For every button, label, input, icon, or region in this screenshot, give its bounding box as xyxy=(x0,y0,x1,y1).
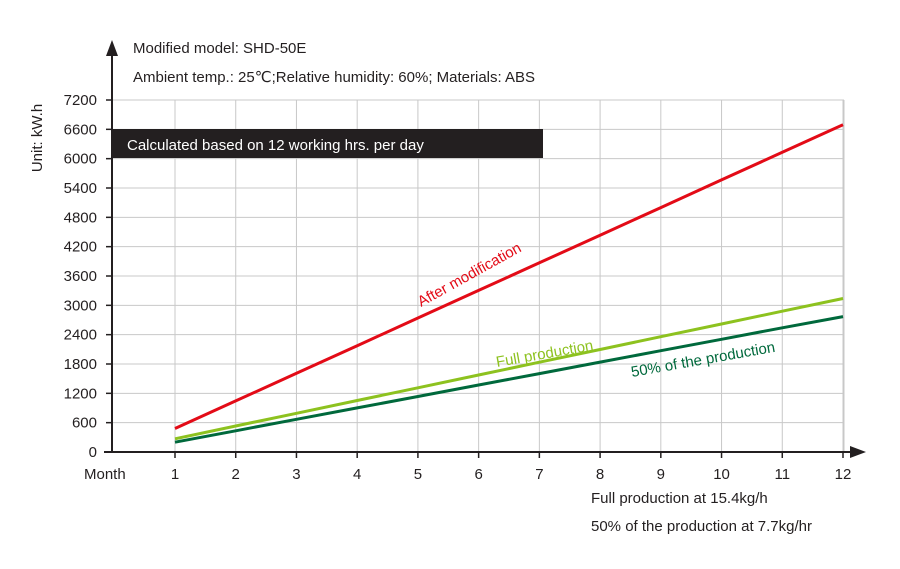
x-tick-label: 8 xyxy=(596,466,604,483)
series-line-after-modification xyxy=(174,123,844,430)
x-tick-label: 1 xyxy=(171,466,179,483)
y-tick-label: 1800 xyxy=(64,356,97,373)
y-tick-label: 3000 xyxy=(64,297,97,314)
y-tick-label: 2400 xyxy=(64,327,97,344)
x-tick-labels: 1 2 3 4 5 6 7 8 9 10 11 12 xyxy=(171,466,852,483)
x-tick-label: 2 xyxy=(232,466,240,483)
x-axis-arrow xyxy=(850,446,866,458)
y-tick-label: 1200 xyxy=(64,385,97,402)
y-tick-label: 0 xyxy=(89,444,97,461)
x-tick-label: 3 xyxy=(292,466,300,483)
y-tick-label: 600 xyxy=(72,415,97,432)
x-tick-label: 6 xyxy=(474,466,482,483)
y-tick-label: 3600 xyxy=(64,268,97,285)
tick-marks xyxy=(106,99,844,458)
x-tick-label: 5 xyxy=(414,466,422,483)
x-tick-label: 10 xyxy=(713,466,730,483)
y-tick-label: 5400 xyxy=(64,180,97,197)
footnote-half-production: 50% of the production at 7.7kg/hr xyxy=(591,518,812,535)
subtitle-line-1: Modified model: SHD-50E xyxy=(133,40,306,57)
y-tick-label: 6000 xyxy=(64,151,97,168)
y-tick-label: 7200 xyxy=(64,92,97,109)
x-tick-label: 12 xyxy=(835,466,852,483)
axes xyxy=(104,40,866,458)
series-line-50-percent-production xyxy=(174,315,844,444)
y-axis-label: Unit: kW.h xyxy=(29,104,46,172)
series-line-full-production xyxy=(174,297,844,441)
x-axis-label: Month xyxy=(84,466,126,483)
series-lines xyxy=(174,123,844,444)
footnote-full-production: Full production at 15.4kg/h xyxy=(591,490,768,507)
x-tick-label: 11 xyxy=(774,466,790,483)
y-tick-label: 6600 xyxy=(64,121,97,138)
subtitle-line-2: Ambient temp.: 25℃;Relative humidity: 60… xyxy=(133,69,535,86)
x-tick-label: 9 xyxy=(657,466,665,483)
series-label-after-modification: After modification xyxy=(415,239,525,310)
series-label-50-percent-production: 50% of the production xyxy=(630,339,777,381)
note-text: Calculated based on 12 working hrs. per … xyxy=(127,137,424,154)
x-tick-label: 7 xyxy=(535,466,543,483)
y-tick-label: 4200 xyxy=(64,239,97,256)
x-tick-label: 4 xyxy=(353,466,361,483)
y-axis-arrow xyxy=(106,40,118,56)
note-box xyxy=(112,129,543,158)
y-tick-label: 4800 xyxy=(64,209,97,226)
y-tick-labels: 0 600 1200 1800 2400 3000 3600 4200 4800 5400 6000… xyxy=(64,92,97,461)
